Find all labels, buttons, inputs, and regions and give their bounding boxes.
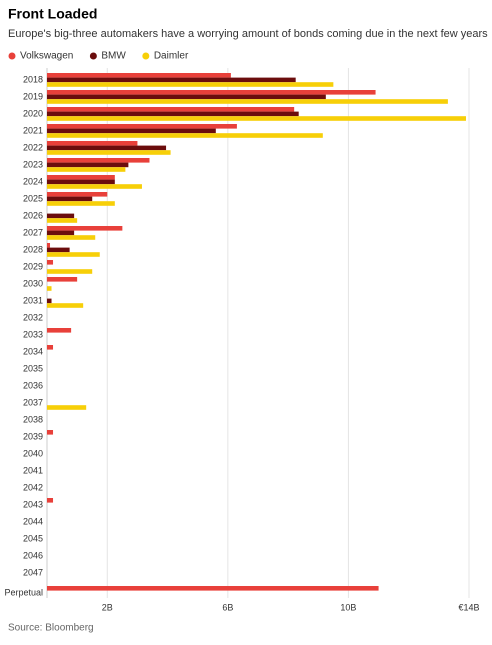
y-tick-label: 2042: [23, 482, 43, 492]
bar: [47, 328, 72, 333]
bar: [47, 430, 54, 435]
bar: [47, 247, 70, 253]
legend-label: Volkswagen: [20, 51, 73, 62]
bar: [47, 90, 376, 95]
bar: [47, 175, 115, 180]
bar: [47, 269, 93, 274]
bar: [47, 230, 75, 236]
y-tick-label: 2045: [23, 533, 43, 543]
bar: [47, 277, 78, 282]
bar: [47, 192, 108, 197]
y-tick-label: 2034: [23, 346, 43, 356]
bar: [47, 498, 54, 503]
bar: [47, 73, 231, 78]
chart-subtitle: Europe's big-three automakers have a wor…: [8, 28, 488, 40]
x-tick-label: 6B: [222, 602, 233, 612]
bar: [47, 128, 216, 134]
bar: [47, 167, 126, 172]
y-tick-label: 2044: [23, 516, 43, 526]
bar: [47, 179, 115, 185]
y-tick-label: 2038: [23, 414, 43, 424]
bar: [47, 405, 87, 410]
y-tick-label: 2037: [23, 397, 43, 407]
y-tick-label: 2039: [23, 431, 43, 441]
bar: [47, 201, 115, 206]
bar: [47, 158, 150, 163]
bar: [47, 243, 51, 248]
y-tick-label: 2030: [23, 278, 43, 288]
y-tick-label: 2020: [23, 108, 43, 118]
y-tick-label: 2019: [23, 91, 43, 101]
bar: [47, 124, 237, 129]
bar: [47, 141, 138, 146]
bar: [47, 218, 78, 223]
bar: [47, 252, 100, 257]
y-tick-label: 2022: [23, 142, 43, 152]
legend-label: Daimler: [154, 51, 189, 62]
y-tick-label: 2032: [23, 312, 43, 322]
y-tick-label: 2028: [23, 244, 43, 254]
bar: [47, 213, 75, 219]
bar: [47, 107, 295, 112]
y-tick-label: 2031: [23, 295, 43, 305]
bar: [47, 82, 334, 87]
bar: [47, 99, 448, 104]
y-tick-label: 2046: [23, 550, 43, 560]
chart-title: Front Loaded: [8, 6, 97, 22]
bar: [47, 184, 142, 189]
legend-swatch: [8, 52, 16, 60]
legend-swatch: [142, 52, 150, 60]
bar: [47, 116, 466, 121]
bar: [47, 94, 326, 100]
y-tick-label: 2040: [23, 448, 43, 458]
y-tick-label: 2035: [23, 363, 43, 373]
x-tick-label: 10B: [340, 602, 356, 612]
y-tick-label: 2033: [23, 329, 43, 339]
bar: [47, 145, 167, 151]
y-tick-label: 2029: [23, 261, 43, 271]
bar: [47, 77, 296, 83]
bar: [47, 196, 93, 202]
y-tick-label: 2025: [23, 193, 43, 203]
y-tick-label: 2018: [23, 74, 43, 84]
y-tick-label: 2047: [23, 567, 43, 577]
y-tick-label: Perpetual: [4, 587, 43, 597]
source: Source: Bloomberg: [8, 623, 94, 634]
bar: [47, 150, 171, 155]
bar: [47, 226, 123, 231]
legend-label: BMW: [101, 51, 126, 62]
bar: [47, 345, 54, 350]
y-tick-label: 2021: [23, 125, 43, 135]
bar: [47, 162, 129, 168]
bar: [47, 260, 54, 265]
y-tick-label: 2023: [23, 159, 43, 169]
bar: [47, 133, 323, 138]
bar: [47, 111, 299, 117]
bar: [47, 286, 52, 291]
x-tick-label: 2B: [102, 602, 113, 612]
y-tick-label: 2027: [23, 227, 43, 237]
x-tick-label: €14B: [458, 602, 479, 612]
y-tick-label: 2024: [23, 176, 43, 186]
y-tick-label: 2036: [23, 380, 43, 390]
bar: [47, 235, 96, 240]
y-tick-label: 2043: [23, 499, 43, 509]
bar: [47, 586, 379, 591]
y-tick-label: 2041: [23, 465, 43, 475]
bar: [47, 303, 84, 308]
bar: [47, 298, 52, 304]
y-tick-label: 2026: [23, 210, 43, 220]
legend-swatch: [89, 52, 97, 60]
